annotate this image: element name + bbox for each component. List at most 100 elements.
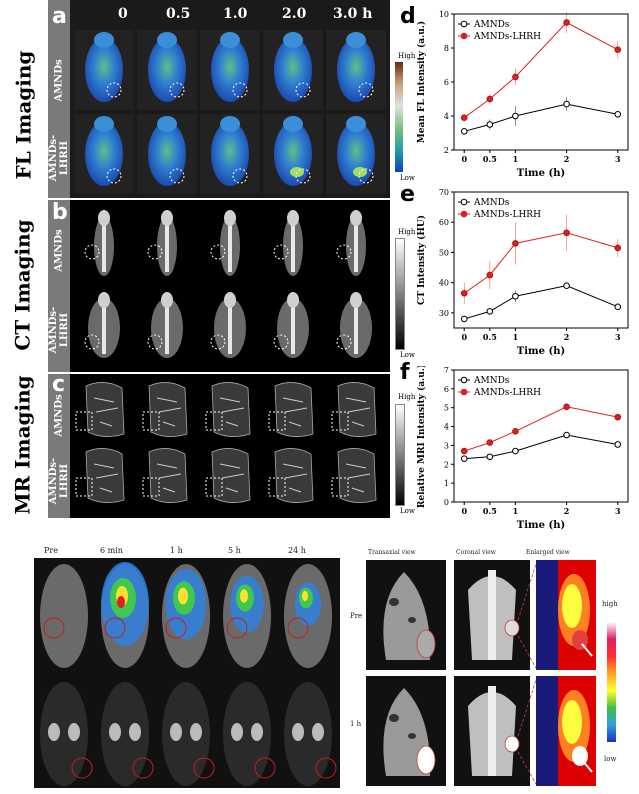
fl-mouse-image [263, 114, 323, 194]
g-row-label-1: 1 h [350, 720, 362, 728]
ct-mouse-image [147, 292, 183, 358]
mr-slice-image [75, 382, 125, 437]
side-label-mr: MR Imaging [11, 375, 35, 515]
data-point [486, 453, 494, 461]
legend-marker [460, 210, 468, 218]
fl-mouse-image [74, 114, 134, 194]
y-tick-label: 6 [444, 78, 449, 87]
panel-c-label-column [48, 374, 70, 518]
legend-label: AMNDs [473, 376, 510, 386]
g-time-label-1: 6 min [100, 546, 123, 555]
data-point [460, 114, 468, 121]
data-point [563, 100, 570, 108]
panel-f-letter: f [400, 360, 410, 385]
y-tick-label: 5 [444, 404, 449, 413]
panel-a-label-column [48, 0, 70, 198]
plot-frame [453, 369, 629, 503]
mr-slice-image [205, 448, 251, 503]
x-tick-label: 1 [513, 332, 519, 342]
ct-mouse-image [210, 292, 246, 358]
y-tick-label: 30 [439, 309, 449, 318]
data-point [614, 111, 622, 118]
data-point [512, 112, 519, 120]
g-row-label-0: Pre [350, 612, 363, 620]
x-tick-label: 0.5 [483, 332, 497, 342]
x-tick-label: 2 [564, 332, 570, 342]
g-animal-image [40, 564, 88, 668]
panel-b-label-column [48, 200, 70, 372]
mr-slice-image [331, 382, 377, 437]
g-animal-image [40, 682, 93, 786]
series-line [464, 285, 618, 320]
y-tick-label: 0 [444, 498, 449, 507]
x-tick-label: 1 [513, 154, 519, 164]
y-tick-label: 10 [439, 10, 449, 19]
mr-slice-image [142, 448, 188, 503]
y-axis-label: CT Intensity (HU) [416, 215, 427, 305]
ct-mouse-image [84, 292, 120, 358]
panel-a-row-label-1: AMNDs [53, 58, 65, 102]
legend-label: AMNDs-LHRH [473, 210, 541, 220]
fl-colorbar [395, 62, 403, 172]
data-point [460, 447, 468, 455]
x-tick-label: 1 [513, 506, 519, 516]
side-label-fl: FL Imaging [11, 50, 35, 180]
data-point [512, 73, 519, 81]
g-animal-image [101, 682, 154, 786]
g-enlarged-image [536, 676, 596, 786]
g-view-label-1: Coronal view [456, 549, 496, 556]
g-view-label-2: Enlarged view [526, 549, 570, 556]
mr-slice-image [142, 382, 188, 437]
g-coronal-image [454, 560, 537, 670]
series-line [464, 103, 618, 132]
chart-f: 0 1 2 3 4 5 6 7 0 0.5 1 2 3 Time (h) Relative MRI Inte… [416, 366, 629, 531]
plot-frame [453, 191, 629, 329]
y-tick-label: 4 [444, 112, 449, 121]
data-point [486, 439, 494, 446]
data-point [460, 289, 468, 297]
ct-mouse-image [147, 210, 177, 276]
y-tick-label: 8 [444, 44, 449, 53]
fl-mouse-image [137, 114, 197, 194]
fl-mouse-image [137, 30, 197, 110]
data-point [563, 431, 570, 439]
x-axis-label: Time (h) [517, 168, 565, 179]
x-tick-label: 3 [615, 506, 621, 516]
data-point [486, 271, 494, 279]
fl-mouse-image [263, 30, 323, 110]
chart-d: 2 4 6 8 10 0 0.5 1 2 3 Time (h) Mean FL Intensity (… [416, 10, 629, 179]
legend-label: AMNDs-LHRH [473, 32, 541, 42]
side-label-ct: CT Imaging [11, 219, 36, 351]
fl-mouse-image [200, 30, 260, 110]
time-label-0: 0 [118, 6, 128, 22]
g-time-label-0: Pre [44, 546, 58, 555]
data-point [512, 427, 519, 435]
g-time-label-4: 24 h [288, 546, 306, 555]
y-tick-label: 1 [444, 479, 449, 488]
fl-mouse-image [326, 114, 386, 194]
time-label-3: 2.0 [282, 6, 307, 22]
data-point [614, 441, 622, 448]
mr-colorbar-high: High [398, 393, 416, 401]
ct-image-grid [84, 210, 372, 358]
ct-colorbar-high: High [398, 228, 416, 236]
mr-slice-image [331, 448, 377, 503]
x-axis-label: Time (h) [517, 520, 565, 531]
y-tick-label: 40 [439, 279, 449, 288]
data-point [512, 240, 519, 247]
x-tick-label: 3 [615, 154, 621, 164]
mr-colorbar [395, 404, 405, 506]
mr-slice-image [268, 448, 314, 503]
ct-mouse-image [273, 292, 309, 358]
mr-slice-image [205, 382, 251, 437]
time-label-1: 0.5 [166, 6, 191, 22]
ct-mouse-image [336, 292, 372, 358]
panel-b-row-label-2: AMNDs- LHRH [48, 306, 71, 354]
data-point [486, 308, 494, 315]
ct-colorbar [395, 238, 405, 350]
x-tick-label: 2 [564, 506, 570, 516]
g-transaxial-image [366, 676, 446, 786]
g-transaxial-image [366, 560, 446, 670]
data-point [614, 413, 622, 421]
y-tick-label: 2 [444, 146, 449, 155]
